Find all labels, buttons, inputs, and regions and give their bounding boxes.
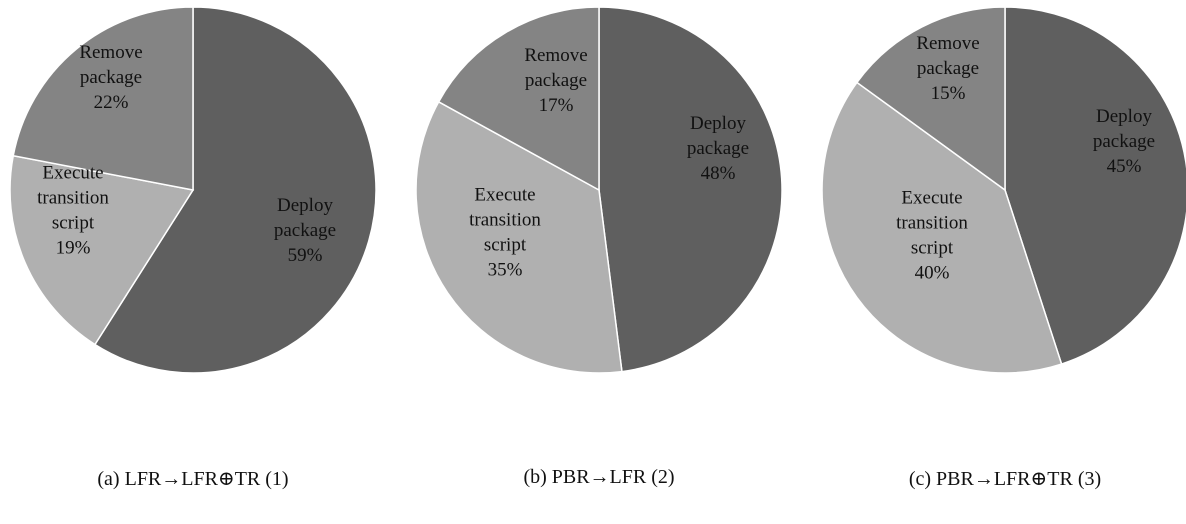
slice-label-execute-transition-script: Execute transition script 35% bbox=[469, 185, 541, 281]
slice-label-line: transition bbox=[469, 210, 541, 231]
slice-label-execute-transition-script: Execute transition script 19% bbox=[37, 163, 109, 259]
pie-slice-execute-transition-script bbox=[415, 100, 623, 374]
pie-slice-deploy-package bbox=[598, 6, 783, 373]
pie-slice-execute-transition-script bbox=[821, 81, 1063, 374]
pie-chart-c: Deploy package 45% Execute transition script 4… bbox=[821, 6, 1186, 374]
slice-label-execute-transition-script: Execute transition script 40% bbox=[896, 188, 968, 284]
slice-label-line: script bbox=[484, 235, 527, 256]
slice-label-line: 40% bbox=[915, 263, 950, 284]
slice-label-line: Execute bbox=[901, 188, 962, 209]
slice-label-line: Remove bbox=[916, 33, 979, 54]
slice-label-line: Execute bbox=[474, 185, 535, 206]
slice-label-line: 15% bbox=[931, 83, 966, 104]
pie-slice-remove-package bbox=[855, 6, 1006, 192]
slice-label-line: Deploy bbox=[690, 113, 746, 134]
slice-label-line: Deploy bbox=[277, 195, 333, 216]
slice-label-line: 35% bbox=[488, 260, 523, 281]
pie-slice-deploy-package bbox=[93, 6, 377, 374]
pie-slice-remove-package bbox=[437, 6, 600, 192]
slice-label-remove-package: Remove package 15% bbox=[916, 33, 979, 104]
slice-label-line: 48% bbox=[701, 163, 736, 184]
pie-slice-remove-package bbox=[12, 6, 194, 191]
slice-label-line: Remove bbox=[79, 42, 142, 63]
slice-label-line: script bbox=[52, 213, 95, 234]
slice-label-line: 59% bbox=[288, 245, 323, 266]
slice-label-line: package bbox=[80, 67, 142, 88]
caption-c: (c) PBR→LFR⊕TR (3) bbox=[908, 468, 1102, 490]
slice-label-line: transition bbox=[37, 188, 109, 209]
slice-label-line: 22% bbox=[94, 92, 129, 113]
slice-label-line: package bbox=[274, 220, 336, 241]
caption-b: (b) PBR→LFR (2) bbox=[523, 466, 675, 488]
slice-label-line: Remove bbox=[524, 45, 587, 66]
slice-label-deploy-package: Deploy package 48% bbox=[687, 113, 749, 184]
pie-chart-b: Deploy package 48% Execute transition script 3… bbox=[415, 6, 783, 374]
slice-label-line: 17% bbox=[539, 95, 574, 116]
slice-label-remove-package: Remove package 22% bbox=[79, 42, 142, 113]
slice-label-line: Execute bbox=[42, 163, 103, 184]
caption-a: (a) LFR→LFR⊕TR (1) bbox=[97, 468, 289, 490]
slice-label-line: Deploy bbox=[1096, 106, 1152, 127]
slice-label-remove-package: Remove package 17% bbox=[524, 45, 587, 116]
slice-label-deploy-package: Deploy package 59% bbox=[274, 195, 336, 266]
slice-label-line: package bbox=[917, 58, 979, 79]
slice-label-line: package bbox=[525, 70, 587, 91]
slice-label-line: script bbox=[911, 238, 954, 259]
slice-label-line: package bbox=[1093, 131, 1155, 152]
pie-slice-execute-transition-script bbox=[9, 154, 195, 346]
slice-label-line: 45% bbox=[1107, 156, 1142, 177]
slice-label-line: 19% bbox=[56, 238, 91, 259]
pie-chart-a: Deploy package 59% Execute transition script 1… bbox=[9, 6, 377, 374]
slice-label-deploy-package: Deploy package 45% bbox=[1093, 106, 1155, 177]
slice-label-line: transition bbox=[896, 213, 968, 234]
slice-label-line: package bbox=[687, 138, 749, 159]
